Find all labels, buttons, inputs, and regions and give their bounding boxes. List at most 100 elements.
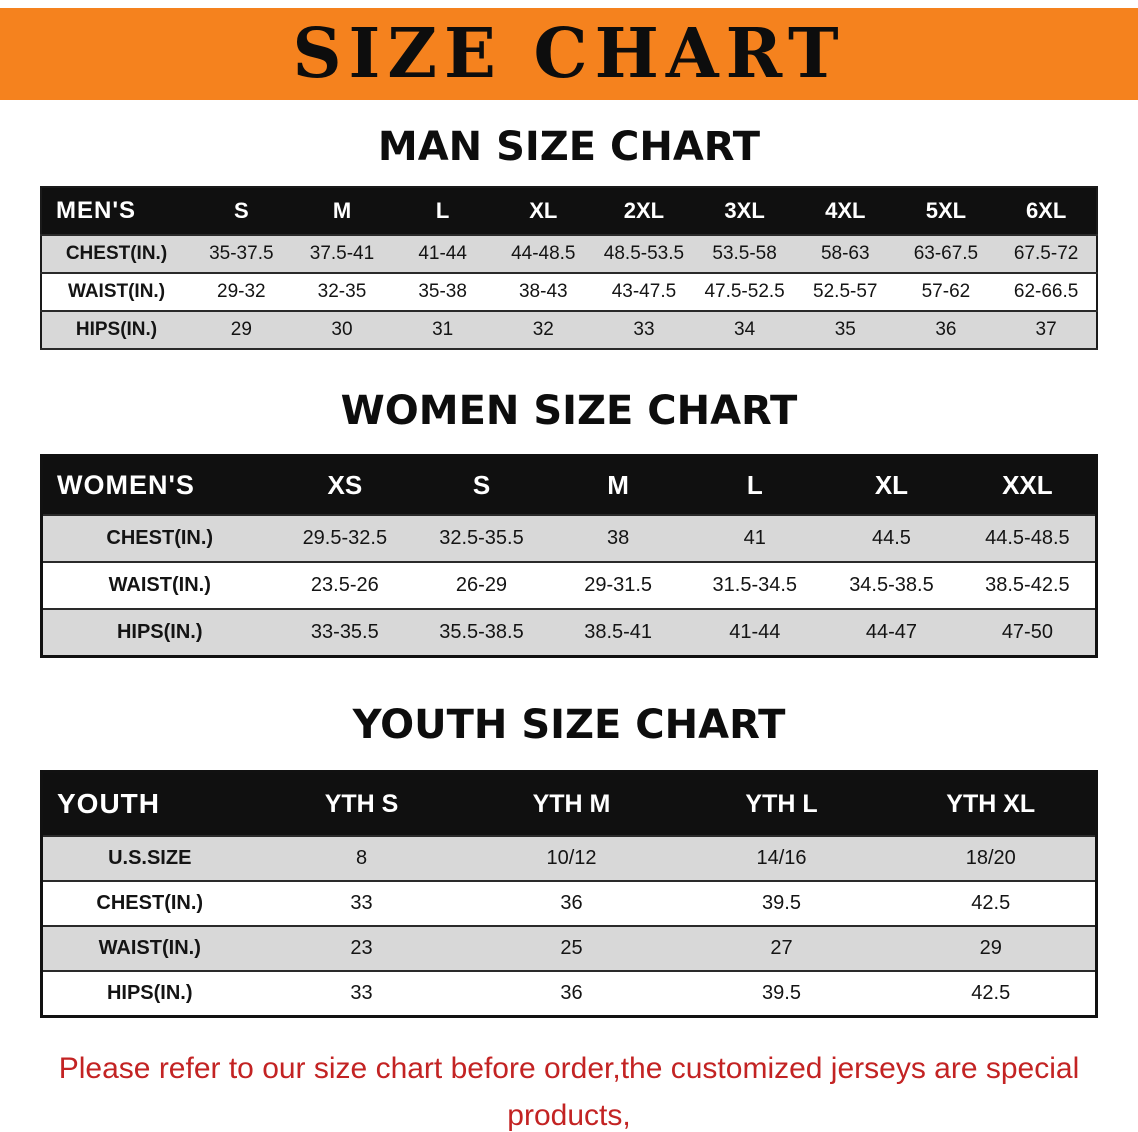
size-value: 52.5-57 xyxy=(794,273,896,311)
youth-size-table: YOUTH YTH S YTH M YTH L YTH XL U.S.SIZE … xyxy=(40,770,1098,1018)
size-value: 63-67.5 xyxy=(895,235,997,273)
size-column-header: 5XL xyxy=(895,187,997,235)
size-value: 23.5-26 xyxy=(276,562,414,609)
size-value: 42.5 xyxy=(886,971,1097,1017)
size-column-header: M xyxy=(549,455,687,515)
size-value: 33-35.5 xyxy=(276,609,414,657)
size-value: 29.5-32.5 xyxy=(276,515,414,562)
men-header-row: MEN'S S M L XL 2XL 3XL 4XL 5XL 6XL xyxy=(41,187,1097,235)
size-column-header: YTH M xyxy=(466,771,677,836)
table-row: HIPS(IN.) 29 30 31 32 33 34 35 36 37 xyxy=(41,311,1097,349)
women-header-row: WOMEN'S XS S M L XL XXL xyxy=(41,455,1097,515)
size-value: 44-47 xyxy=(823,609,960,657)
size-column-header: XL xyxy=(492,187,594,235)
men-chart-heading: MAN SIZE CHART xyxy=(377,124,761,170)
row-label: WAIST(IN.) xyxy=(41,926,257,971)
table-row: HIPS(IN.) 33-35.5 35.5-38.5 38.5-41 41-4… xyxy=(41,609,1097,657)
size-value: 37.5-41 xyxy=(291,235,393,273)
size-column-header: S xyxy=(191,187,292,235)
size-column-header: M xyxy=(291,187,393,235)
size-value: 44-48.5 xyxy=(492,235,594,273)
size-value: 58-63 xyxy=(794,235,896,273)
size-value: 32.5-35.5 xyxy=(413,515,550,562)
size-value: 38.5-41 xyxy=(549,609,687,657)
size-column-header: XS xyxy=(276,455,414,515)
row-label: CHEST(IN.) xyxy=(41,881,257,926)
size-value: 44.5-48.5 xyxy=(959,515,1097,562)
row-label: HIPS(IN.) xyxy=(41,971,257,1017)
size-value: 25 xyxy=(466,926,677,971)
size-value: 53.5-58 xyxy=(694,235,795,273)
women-size-table: WOMEN'S XS S M L XL XXL CHEST(IN.) 29.5-… xyxy=(40,454,1098,658)
size-value: 67.5-72 xyxy=(996,235,1097,273)
size-value: 18/20 xyxy=(886,836,1097,881)
size-column-header: XXL xyxy=(959,455,1097,515)
youth-chart-heading: YOUTH SIZE CHART xyxy=(352,702,786,748)
row-label: CHEST(IN.) xyxy=(41,235,191,273)
banner: SIZE CHART xyxy=(0,8,1138,100)
size-value: 38 xyxy=(549,515,687,562)
size-column-header: 6XL xyxy=(996,187,1097,235)
size-value: 30 xyxy=(291,311,393,349)
size-value: 29 xyxy=(191,311,292,349)
size-value: 39.5 xyxy=(676,971,887,1017)
youth-size-chart-section: YOUTH SIZE CHART YOUTH YTH S YTH M YTH L… xyxy=(0,658,1138,1018)
size-value: 44.5 xyxy=(823,515,960,562)
women-table-corner-label: WOMEN'S xyxy=(41,455,277,515)
table-row: HIPS(IN.) 33 36 39.5 42.5 xyxy=(41,971,1097,1017)
size-value: 37 xyxy=(996,311,1097,349)
size-column-header: 2XL xyxy=(593,187,695,235)
size-value: 36 xyxy=(466,881,677,926)
men-table-corner-label: MEN'S xyxy=(41,187,191,235)
size-column-header: YTH S xyxy=(256,771,467,836)
youth-header-row: YOUTH YTH S YTH M YTH L YTH XL xyxy=(41,771,1097,836)
men-size-table: MEN'S S M L XL 2XL 3XL 4XL 5XL 6XL CHEST… xyxy=(40,186,1098,350)
size-value: 42.5 xyxy=(886,881,1097,926)
size-value: 33 xyxy=(593,311,695,349)
size-value: 31 xyxy=(392,311,493,349)
page-title: SIZE CHART xyxy=(292,14,846,94)
size-column-header: YTH L xyxy=(676,771,887,836)
women-chart-heading: WOMEN SIZE CHART xyxy=(340,388,798,434)
table-row: U.S.SIZE 8 10/12 14/16 18/20 xyxy=(41,836,1097,881)
size-value: 38-43 xyxy=(492,273,594,311)
size-value: 26-29 xyxy=(413,562,550,609)
order-notice: Please refer to our size chart before or… xyxy=(10,1046,1128,1132)
men-size-chart-section: MAN SIZE CHART MEN'S S M L XL 2XL 3XL 4X… xyxy=(0,100,1138,350)
order-notice-line-1: Please refer to our size chart before or… xyxy=(58,1052,1080,1132)
size-value: 29-31.5 xyxy=(549,562,687,609)
size-value: 43-47.5 xyxy=(593,273,695,311)
size-value: 35-37.5 xyxy=(191,235,292,273)
size-value: 14/16 xyxy=(676,836,887,881)
size-value: 8 xyxy=(256,836,467,881)
size-column-header: YTH XL xyxy=(886,771,1097,836)
size-value: 35.5-38.5 xyxy=(413,609,550,657)
youth-table-corner-label: YOUTH xyxy=(41,771,257,836)
size-value: 41 xyxy=(686,515,824,562)
table-row: CHEST(IN.) 35-37.5 37.5-41 41-44 44-48.5… xyxy=(41,235,1097,273)
size-value: 47.5-52.5 xyxy=(694,273,795,311)
table-row: WAIST(IN.) 29-32 32-35 35-38 38-43 43-47… xyxy=(41,273,1097,311)
size-value: 29-32 xyxy=(191,273,292,311)
size-value: 38.5-42.5 xyxy=(959,562,1097,609)
row-label: HIPS(IN.) xyxy=(41,609,277,657)
size-column-header: S xyxy=(413,455,550,515)
row-label: HIPS(IN.) xyxy=(41,311,191,349)
size-value: 34.5-38.5 xyxy=(823,562,960,609)
size-value: 62-66.5 xyxy=(996,273,1097,311)
size-value: 29 xyxy=(886,926,1097,971)
row-label: WAIST(IN.) xyxy=(41,273,191,311)
size-column-header: 4XL xyxy=(794,187,896,235)
table-row: WAIST(IN.) 23.5-26 26-29 29-31.5 31.5-34… xyxy=(41,562,1097,609)
size-value: 36 xyxy=(895,311,997,349)
size-value: 57-62 xyxy=(895,273,997,311)
women-size-chart-section: WOMEN SIZE CHART WOMEN'S XS S M L XL XXL xyxy=(0,350,1138,658)
size-value: 35-38 xyxy=(392,273,493,311)
size-value: 23 xyxy=(256,926,467,971)
size-value: 31.5-34.5 xyxy=(686,562,824,609)
size-value: 48.5-53.5 xyxy=(593,235,695,273)
size-column-header: L xyxy=(686,455,824,515)
size-column-header: XL xyxy=(823,455,960,515)
table-row: CHEST(IN.) 29.5-32.5 32.5-35.5 38 41 44.… xyxy=(41,515,1097,562)
